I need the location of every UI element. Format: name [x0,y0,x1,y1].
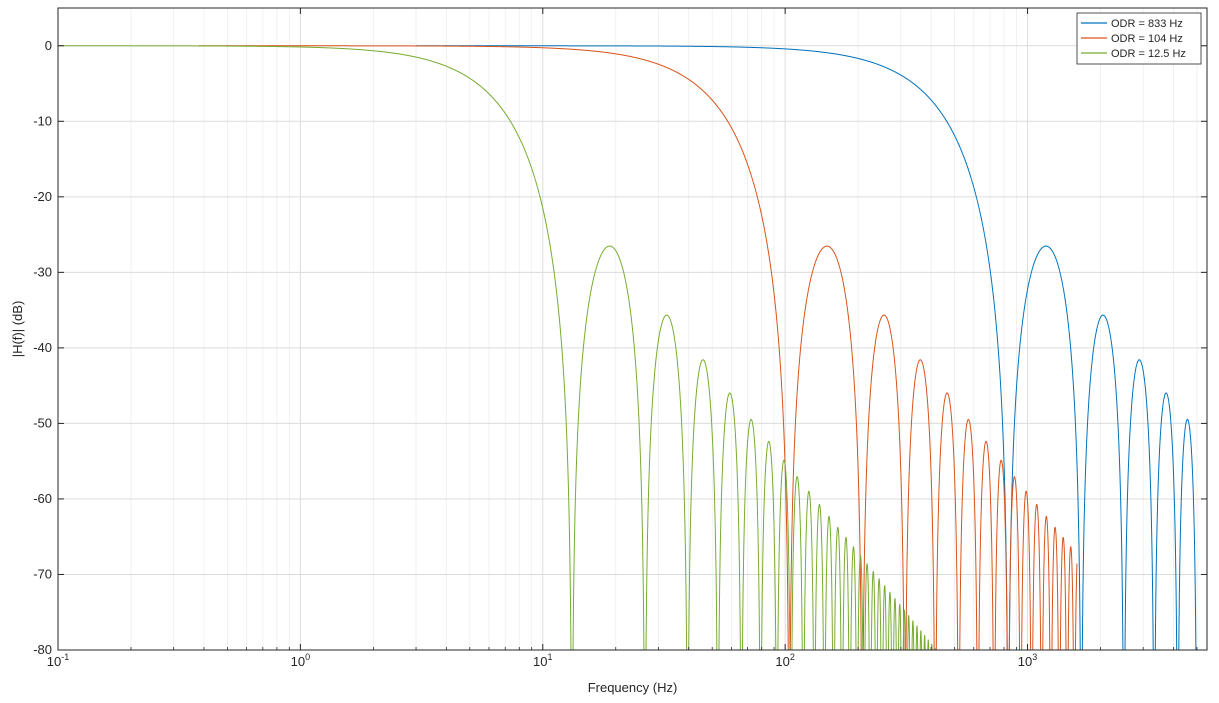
series-line-2 [58,45,937,650]
series-group [58,45,1197,650]
x-tick-exponent: -1 [61,652,69,662]
x-tick-label: 103 [1018,652,1037,669]
y-tick-label: -20 [33,189,52,204]
x-tick-label: 102 [775,652,794,669]
y-tick-label: -40 [33,340,52,355]
y-tick-label: -30 [33,264,52,279]
series-line-1 [198,45,1078,650]
x-tick-label: 101 [533,652,552,669]
x-tick-base: 10 [1018,654,1032,669]
legend: ODR = 833 Hz ODR = 104 Hz ODR = 12.5 Hz [1076,12,1202,65]
y-tick-label: -50 [33,415,52,430]
y-tick-label: -70 [33,566,52,581]
x-tick-label: 10-1 [47,652,69,669]
x-axis-label: Frequency (Hz) [588,680,678,695]
plot-frame [57,7,1208,651]
x-tick-exponent: 0 [305,652,310,662]
y-axis-label: |H(f)| (dB) [10,301,25,358]
y-tick-label: -10 [33,113,52,128]
x-tick-base: 10 [533,654,547,669]
grid [57,8,1207,651]
legend-entry-label: ODR = 833 Hz [1111,18,1183,30]
x-tick-base: 10 [291,654,305,669]
x-tick-base: 10 [47,654,61,669]
x-tick-base: 10 [775,654,789,669]
y-tick-label: 0 [45,38,52,53]
series-line-0 [416,45,1197,650]
x-tick-exponent: 1 [547,652,552,662]
x-tick-exponent: 2 [790,652,795,662]
legend-entry-label: ODR = 12.5 Hz [1111,48,1186,60]
x-tick-label: 100 [291,652,310,669]
legend-entry-label: ODR = 104 Hz [1111,33,1183,45]
y-tick-label: -80 [33,642,52,657]
y-tick-label: -60 [33,491,52,506]
x-tick-exponent: 3 [1032,652,1037,662]
